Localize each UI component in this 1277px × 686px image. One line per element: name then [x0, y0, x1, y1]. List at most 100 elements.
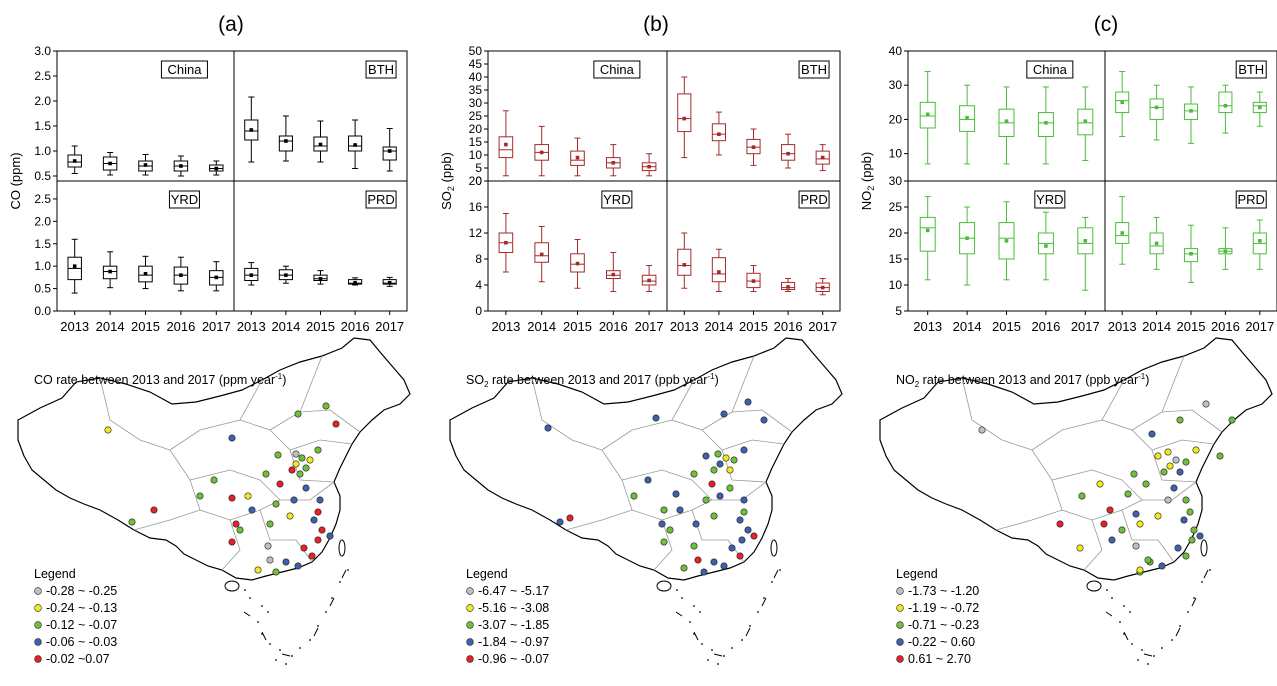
mean-marker: [717, 132, 721, 136]
y-tick-label: 20: [889, 112, 903, 126]
boundary-dash: [281, 653, 291, 657]
station-marker: [244, 492, 252, 500]
y-tick-label: 45: [469, 57, 483, 71]
box-iqr: [278, 135, 293, 152]
station-marker: [740, 446, 748, 454]
station-marker: [1188, 536, 1196, 544]
station-marker: [1186, 508, 1194, 516]
x-tick-label: 2013: [670, 319, 699, 334]
station-marker: [1176, 468, 1184, 476]
station-marker: [1180, 516, 1188, 524]
province-boundary: [239, 355, 323, 431]
y-tick-label: 10: [469, 148, 483, 162]
station-marker: [1130, 470, 1138, 478]
mean-marker: [965, 236, 969, 240]
y-tick-label: 35: [469, 83, 483, 97]
region-china: China: [498, 60, 657, 177]
region-label: YRD: [171, 192, 198, 207]
province-boundary: [1031, 379, 1125, 451]
station-marker: [332, 420, 340, 428]
station-marker: [726, 466, 734, 474]
province-boundary: [653, 519, 673, 571]
mean-marker: [318, 276, 323, 281]
mean-marker: [1044, 244, 1048, 248]
box-2013: [1115, 196, 1130, 265]
province-boundary: [1101, 355, 1185, 431]
box-2014: [534, 226, 550, 283]
legend-label: -1.19 ~ -0.72: [908, 601, 979, 615]
station-marker: [248, 506, 256, 514]
station-marker: [726, 484, 734, 492]
mean-marker: [143, 163, 148, 167]
mean-marker: [575, 155, 580, 160]
box-2013: [67, 238, 82, 294]
region-label: BTH: [368, 62, 394, 77]
y-tick-label: 15: [889, 252, 903, 266]
boundary-dash: [1175, 627, 1181, 637]
station-marker: [1190, 526, 1198, 534]
station-marker: [1164, 496, 1172, 504]
x-tick-label: 2016: [341, 319, 370, 334]
province-boundary: [691, 479, 767, 501]
y-tick-label: 25: [889, 200, 903, 214]
station-marker: [1100, 520, 1108, 528]
region-label-box: [160, 60, 208, 79]
station-marker: [272, 568, 280, 576]
station-marker: [1124, 490, 1132, 498]
y-tick-label: 1.5: [34, 237, 51, 251]
mean-marker: [575, 261, 580, 266]
legend-swatch: [466, 655, 474, 663]
y-tick-label: 40: [469, 70, 483, 84]
station-marker: [730, 456, 738, 464]
sea-island: [279, 649, 281, 651]
y-tick-label: 2.0: [34, 94, 51, 108]
box-2015: [313, 120, 328, 163]
legend-title: Legend: [466, 567, 508, 581]
station-marker: [666, 526, 674, 534]
province-boundary: [299, 409, 361, 433]
legend-swatch: [466, 604, 474, 612]
boundary-dash: [261, 631, 267, 641]
station-marker: [716, 460, 724, 468]
station-marker: [276, 480, 284, 488]
station-marker: [326, 532, 334, 540]
province-boundary: [169, 449, 261, 481]
region-label-box: [1034, 190, 1066, 209]
station-marker: [978, 426, 986, 434]
y-tick-label: 3.0: [34, 44, 51, 58]
station-marker: [676, 506, 684, 514]
box-2017: [382, 128, 397, 172]
station-marker: [738, 536, 746, 544]
mean-marker: [72, 264, 77, 268]
sea-island: [1111, 597, 1113, 599]
station-marker: [740, 496, 748, 504]
region-label-box: [1235, 190, 1267, 209]
sea-island: [249, 597, 251, 599]
station-marker: [720, 562, 728, 570]
station-marker: [736, 516, 744, 524]
boundary-dash: [329, 597, 335, 607]
sea-island: [1187, 611, 1189, 613]
province-boundary: [1121, 509, 1175, 563]
x-tick-label: 2015: [131, 319, 160, 334]
y-tick-label: 50: [469, 44, 483, 58]
sea-island: [339, 581, 341, 583]
x-tick-label: 2016: [774, 319, 803, 334]
sea-island: [681, 597, 683, 599]
box-2015: [570, 239, 585, 289]
station-marker: [310, 516, 318, 524]
box-2017: [815, 144, 830, 172]
box-iqr: [498, 136, 514, 159]
legend-swatch: [34, 638, 42, 646]
y-tick-label: 16: [469, 200, 483, 214]
box-2015: [138, 255, 153, 290]
box-2015: [1183, 224, 1199, 283]
x-tick-label: 2017: [1071, 319, 1100, 334]
station-marker: [1118, 526, 1126, 534]
legend-label: -0.96 ~ -0.07: [478, 652, 549, 666]
sea-island: [261, 605, 263, 607]
legend-swatch: [34, 655, 42, 663]
mean-marker: [1258, 239, 1262, 243]
